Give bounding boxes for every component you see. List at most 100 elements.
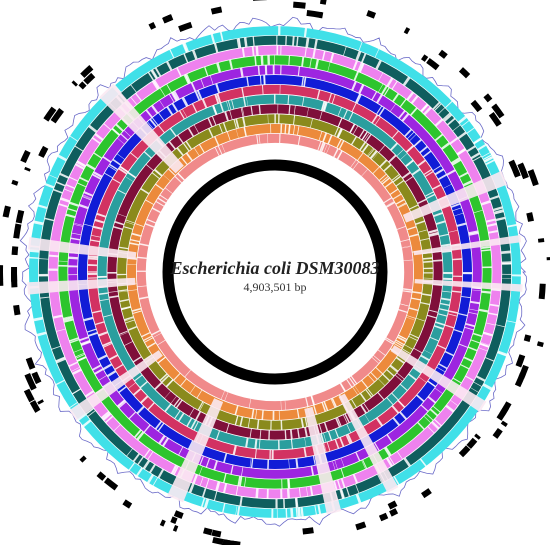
annotation-block	[222, 539, 239, 545]
track-gap	[102, 381, 112, 389]
track-gap	[255, 488, 259, 498]
track-gap	[134, 374, 143, 382]
track-gap	[101, 411, 110, 419]
track-gap	[402, 348, 411, 354]
track-gap	[151, 207, 161, 214]
track-gap	[343, 46, 347, 56]
track-gap	[205, 458, 210, 468]
track-gap	[293, 125, 296, 135]
track-gap	[103, 342, 113, 348]
track-gap	[71, 232, 81, 236]
track-gap	[64, 188, 74, 193]
track-gap	[359, 393, 367, 402]
track-gap	[304, 427, 308, 437]
track-gap	[451, 290, 462, 293]
track-gap	[196, 90, 203, 100]
genome-name: Escherichia coli DSM30083	[169, 258, 379, 278]
track-gap	[286, 488, 290, 499]
annotation-block	[421, 488, 432, 499]
track-gap	[71, 367, 80, 372]
track-gap	[115, 123, 124, 132]
track-gap	[432, 101, 441, 110]
track-gap	[437, 107, 446, 115]
track-gap	[255, 409, 258, 419]
track-gap	[434, 168, 444, 176]
track-gap	[222, 503, 226, 513]
track-gap	[285, 508, 288, 518]
track-gap	[74, 145, 84, 152]
track-gap	[134, 223, 144, 227]
annotation-block	[492, 427, 503, 439]
track-gap	[410, 107, 418, 116]
track-gap	[200, 78, 205, 88]
track-gap	[390, 103, 396, 112]
track-gap	[461, 120, 470, 127]
track-gap	[323, 401, 329, 411]
track-gap	[399, 98, 407, 108]
track-gap	[360, 404, 367, 414]
track-gap	[358, 41, 363, 51]
track-gap	[217, 145, 223, 155]
track-gap	[168, 93, 175, 103]
track-gap	[155, 200, 165, 207]
annotation-block	[13, 304, 21, 316]
track-gap	[482, 383, 493, 391]
track-gap	[267, 114, 269, 124]
track-gap	[388, 154, 397, 163]
track-gap	[91, 137, 101, 145]
track-gap	[195, 411, 202, 421]
track-gap	[152, 477, 158, 487]
track-gap	[182, 42, 189, 53]
track-gap	[135, 467, 143, 477]
track-gap	[336, 479, 342, 490]
track-gap	[327, 62, 331, 72]
track-gap	[213, 105, 218, 115]
track-gap	[256, 419, 260, 430]
track-gap	[87, 328, 97, 333]
track-gap	[419, 458, 427, 467]
track-gap	[331, 94, 336, 104]
track-gap	[397, 336, 407, 343]
track-gap	[397, 400, 406, 408]
track-gap	[465, 375, 475, 382]
track-gap	[423, 277, 433, 279]
track-gap	[215, 430, 221, 440]
track-gap	[241, 87, 245, 97]
track-gap	[233, 119, 237, 129]
track-gap	[189, 408, 195, 417]
track-gap	[336, 417, 342, 427]
track-gap	[383, 87, 390, 97]
track-gap	[38, 274, 49, 277]
track-gap	[78, 203, 89, 210]
track-gap	[274, 55, 275, 65]
track-gap	[75, 163, 85, 170]
track-gap	[466, 127, 475, 134]
track-gap	[288, 459, 290, 469]
track-gap	[483, 154, 492, 160]
track-gap	[304, 417, 308, 427]
track-gap	[209, 75, 214, 85]
track-gap	[157, 339, 166, 346]
track-gap	[136, 431, 145, 441]
track-gap	[421, 293, 432, 297]
track-gap	[157, 422, 165, 432]
track-gap	[423, 349, 433, 355]
track-gap	[69, 201, 79, 207]
track-gap	[460, 364, 470, 370]
track-gap	[378, 145, 386, 153]
track-gap	[118, 290, 128, 293]
track-gap	[151, 172, 160, 179]
track-gap	[357, 152, 364, 161]
track-gap	[175, 399, 183, 409]
track-gap	[349, 123, 355, 133]
track-gap	[108, 354, 119, 361]
track-gap	[277, 104, 279, 114]
track-gap	[391, 174, 400, 181]
track-gap	[207, 117, 213, 127]
track-gap	[76, 356, 87, 362]
annotation-block	[517, 162, 529, 180]
track-gap	[423, 272, 433, 274]
track-gap	[239, 416, 244, 427]
track-gap	[276, 35, 278, 46]
track-gap	[114, 221, 125, 226]
